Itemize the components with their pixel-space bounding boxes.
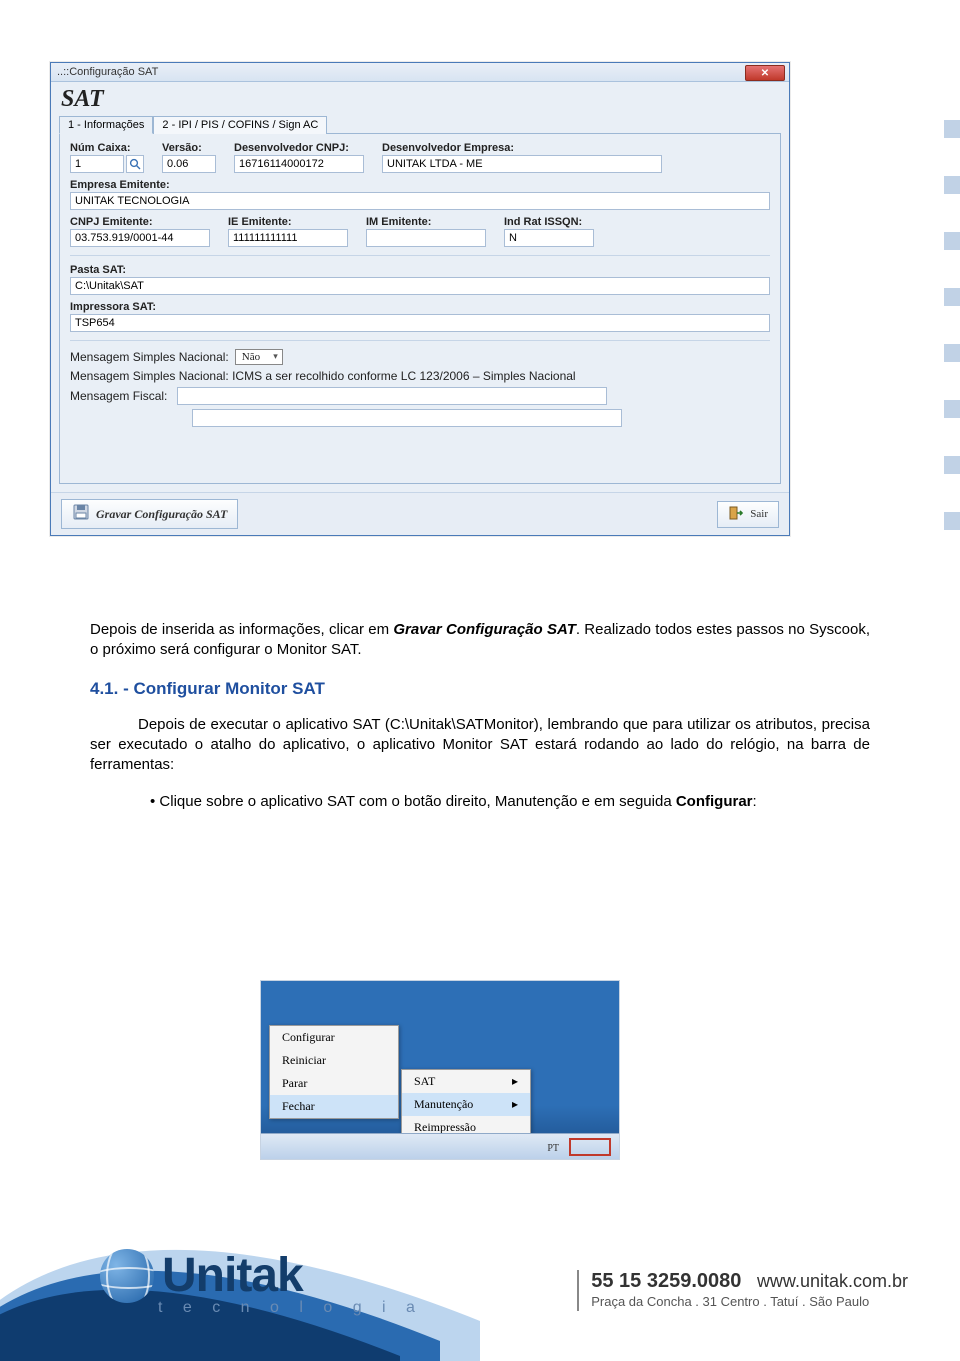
- config-sat-window: ..::Configuração SAT ✕ SAT 1 - Informaçõ…: [50, 62, 790, 536]
- input-dev-cnpj[interactable]: [234, 155, 364, 173]
- row-msg-simples: Mensagem Simples Nacional: Não: [70, 349, 770, 365]
- save-config-button[interactable]: Gravar Configuração SAT: [61, 499, 238, 529]
- menu2-label-sat: SAT: [414, 1074, 435, 1089]
- doc-paragraph-2: Depois de executar o aplicativo SAT (C:\…: [90, 715, 870, 776]
- doc-p1a: Depois de inserida as informações, clica…: [90, 621, 393, 638]
- logo: Unitak: [100, 1248, 303, 1303]
- input-im-emitente[interactable]: [366, 229, 486, 247]
- input-empresa-emitente[interactable]: [70, 192, 770, 210]
- tray-highlight-box: [569, 1138, 611, 1156]
- separator: [70, 255, 770, 256]
- logo-subtitle: t e c n o l o g i a: [158, 1299, 423, 1317]
- swoosh-graphic: [0, 1121, 480, 1361]
- menu2-item-manutencao[interactable]: Manutenção ▸: [402, 1093, 530, 1116]
- contact-line-1: 55 15 3259.0080 www.unitak.com.br: [591, 1270, 908, 1293]
- search-icon[interactable]: [126, 155, 144, 173]
- field-ie-emitente: IE Emitente:: [228, 216, 348, 247]
- field-empresa-emitente: Empresa Emitente:: [70, 179, 770, 210]
- input-impressora[interactable]: [70, 314, 770, 332]
- exit-label: Sair: [750, 508, 768, 520]
- input-dev-empresa[interactable]: [382, 155, 662, 173]
- close-button[interactable]: ✕: [745, 65, 785, 81]
- input-num-caixa[interactable]: [70, 155, 124, 173]
- context-menu-1: Configurar Reiniciar Parar Fechar: [269, 1025, 399, 1119]
- contact-site: www.unitak.com.br: [757, 1271, 908, 1291]
- field-versao: Versão:: [162, 142, 216, 173]
- field-im-emitente: IM Emitente:: [366, 216, 486, 247]
- disk-icon: [72, 503, 90, 525]
- label-impressora: Impressora SAT:: [70, 301, 770, 313]
- label-im-emitente: IM Emitente:: [366, 216, 486, 228]
- label-versao: Versão:: [162, 142, 216, 154]
- label-msg-fiscal: Mensagem Fiscal:: [70, 389, 167, 403]
- tab-ipi-pis[interactable]: 2 - IPI / PIS / COFINS / Sign AC: [153, 116, 327, 134]
- input-msg-fiscal-2[interactable]: [192, 409, 622, 427]
- document-body: Depois de inserida as informações, clica…: [90, 620, 870, 810]
- menu2-label-manutencao: Manutenção: [414, 1097, 473, 1112]
- menu1-item-parar[interactable]: Parar: [270, 1072, 398, 1095]
- label-dev-empresa: Desenvolvedor Empresa:: [382, 142, 662, 154]
- tab-informacoes[interactable]: 1 - Informações: [59, 116, 153, 134]
- label-num-caixa: Núm Caixa:: [70, 142, 144, 154]
- doc-bullet-list: Clique sobre o aplicativo SAT com o botã…: [150, 793, 870, 810]
- menu1-item-reiniciar[interactable]: Reiniciar: [270, 1049, 398, 1072]
- tray-language: PT: [547, 1143, 559, 1154]
- doc-li1c: :: [753, 793, 757, 810]
- exit-button[interactable]: Sair: [717, 501, 779, 528]
- window-heading: SAT: [51, 82, 789, 115]
- input-cnpj-emitente[interactable]: [70, 229, 210, 247]
- logo-text: Unitak: [162, 1248, 303, 1303]
- input-pasta-sat[interactable]: [70, 277, 770, 295]
- label-empresa-emitente: Empresa Emitente:: [70, 179, 770, 191]
- doc-p1b: Gravar Configuração SAT: [393, 621, 575, 638]
- input-versao[interactable]: [162, 155, 216, 173]
- field-cnpj-emitente: CNPJ Emitente:: [70, 216, 210, 247]
- window-titlebar: ..::Configuração SAT ✕: [51, 63, 789, 82]
- doc-heading-41: 4.1. - Configurar Monitor SAT: [90, 679, 870, 699]
- field-pasta-sat: Pasta SAT:: [70, 264, 770, 295]
- door-exit-icon: [728, 505, 744, 524]
- doc-li1b: Configurar: [676, 793, 753, 810]
- label-ind-rat: Ind Rat ISSQN:: [504, 216, 594, 228]
- input-ind-rat[interactable]: [504, 229, 594, 247]
- label-dev-cnpj: Desenvolvedor CNPJ:: [234, 142, 364, 154]
- menu1-item-fechar[interactable]: Fechar: [270, 1095, 398, 1118]
- field-dev-cnpj: Desenvolvedor CNPJ:: [234, 142, 364, 173]
- doc-paragraph-1: Depois de inserida as informações, clica…: [90, 620, 870, 661]
- tab-strip: 1 - Informações 2 - IPI / PIS / COFINS /…: [59, 115, 781, 133]
- select-msg-simples[interactable]: Não: [235, 349, 283, 365]
- menu2-item-sat[interactable]: SAT ▸: [402, 1070, 530, 1093]
- separator: [70, 340, 770, 341]
- chevron-right-icon: ▸: [512, 1074, 518, 1089]
- row-msg-fiscal: Mensagem Fiscal:: [70, 387, 770, 405]
- doc-bullet-1: Clique sobre o aplicativo SAT com o botã…: [150, 793, 870, 810]
- globe-icon: [100, 1249, 154, 1303]
- input-msg-fiscal-1[interactable]: [177, 387, 607, 405]
- field-ind-rat: Ind Rat ISSQN:: [504, 216, 594, 247]
- field-dev-empresa: Desenvolvedor Empresa:: [382, 142, 662, 173]
- page-footer: Unitak t e c n o l o g i a 55 15 3259.00…: [0, 1221, 960, 1351]
- contact-address: Praça da Concha . 31 Centro . Tatuí . Sã…: [591, 1293, 908, 1311]
- save-config-label: Gravar Configuração SAT: [96, 507, 227, 522]
- window-title: ..::Configuração SAT: [57, 66, 158, 78]
- label-cnpj-emitente: CNPJ Emitente:: [70, 216, 210, 228]
- chevron-right-icon: ▸: [512, 1097, 518, 1112]
- field-num-caixa: Núm Caixa:: [70, 142, 144, 173]
- doc-li1a: Clique sobre o aplicativo SAT com o botã…: [159, 793, 675, 810]
- label-msg-simples: Mensagem Simples Nacional:: [70, 350, 229, 364]
- decorative-edge: [944, 120, 960, 540]
- field-impressora: Impressora SAT:: [70, 301, 770, 332]
- label-ie-emitente: IE Emitente:: [228, 216, 348, 228]
- window-bottombar: Gravar Configuração SAT Sair: [51, 492, 789, 535]
- label-pasta-sat: Pasta SAT:: [70, 264, 770, 276]
- menu1-item-configurar[interactable]: Configurar: [270, 1026, 398, 1049]
- contact-block: 55 15 3259.0080 www.unitak.com.br Praça …: [577, 1270, 908, 1311]
- contact-phone: 55 15 3259.0080: [591, 1270, 741, 1292]
- form-panel: Núm Caixa: Versão: Desenvolvedor CNPJ: D…: [59, 133, 781, 484]
- row-msg-fiscal-2: [70, 409, 770, 427]
- text-msg-simples-full: Mensagem Simples Nacional: ICMS a ser re…: [70, 369, 770, 383]
- input-ie-emitente[interactable]: [228, 229, 348, 247]
